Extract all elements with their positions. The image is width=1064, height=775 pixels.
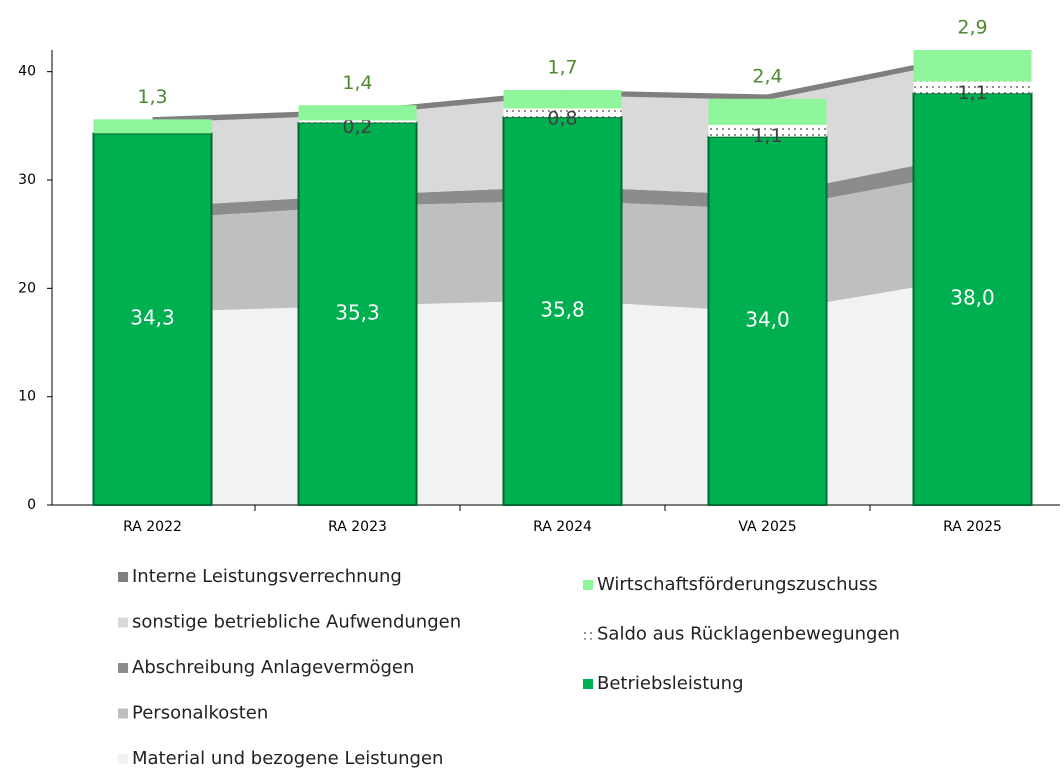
bar: [298, 120, 417, 123]
bar: [913, 81, 1032, 94]
x-tick-label: RA 2024: [533, 519, 592, 535]
data-label: 35,3: [335, 300, 380, 324]
legend-swatch: [118, 572, 128, 582]
data-label: 1,1: [957, 82, 987, 104]
legend-label: Wirtschaftsförderungszuschuss: [597, 574, 878, 595]
data-label: 1,7: [547, 57, 577, 79]
data-label: 0,8: [547, 107, 577, 129]
y-tick-label: 30: [18, 172, 36, 188]
bar: [912, 92, 1033, 506]
x-tick-label: VA 2025: [738, 519, 796, 535]
legend-swatch: [583, 580, 593, 590]
legend-label: Interne Leistungsverrechnung: [132, 566, 402, 587]
data-label: 1,4: [342, 72, 372, 94]
legend-label: Saldo aus Rücklagenbewegungen: [597, 624, 900, 645]
legend-swatch: [583, 679, 593, 689]
bar: [913, 50, 1032, 82]
area: [152, 53, 973, 123]
data-label: 0,2: [342, 116, 372, 138]
bar: [92, 132, 213, 507]
data-label: 1,3: [137, 86, 167, 108]
legend-swatch: [583, 629, 593, 640]
legend-label: Betriebsleistung: [597, 673, 744, 694]
legend-label: Personalkosten: [132, 703, 268, 724]
legend-swatch: [118, 754, 128, 764]
x-tick-label: RA 2025: [943, 519, 1002, 535]
data-label: 2,4: [752, 65, 782, 87]
bar: [503, 90, 622, 109]
legend-swatch: [118, 617, 128, 628]
legend-label: sonstige betriebliche Aufwendungen: [132, 612, 461, 633]
data-label: 38,0: [950, 286, 995, 310]
x-tick-label: RA 2023: [328, 519, 387, 535]
y-tick-label: 0: [27, 497, 36, 513]
data-label: 1,1: [752, 125, 782, 147]
bar: [297, 121, 418, 506]
bar: [502, 116, 623, 507]
bar: [708, 124, 827, 137]
y-tick-label: 40: [18, 64, 36, 80]
bar: [298, 105, 417, 121]
data-label: 35,8: [540, 298, 585, 322]
data-label: 34,0: [745, 307, 790, 331]
bar: [93, 119, 212, 134]
legend-label: Material und bezogene Leistungen: [132, 748, 443, 769]
data-label: 2,9: [957, 17, 987, 39]
x-tick-label: RA 2022: [123, 519, 182, 535]
legend-label: Abschreibung Anlagevermögen: [132, 657, 414, 678]
data-label: 34,3: [130, 306, 175, 330]
y-tick-label: 10: [18, 389, 36, 405]
legend-swatch: [118, 663, 128, 673]
bar: [708, 98, 827, 125]
y-tick-label: 20: [18, 280, 36, 296]
bar: [503, 108, 622, 118]
legend-swatch: [118, 708, 128, 719]
